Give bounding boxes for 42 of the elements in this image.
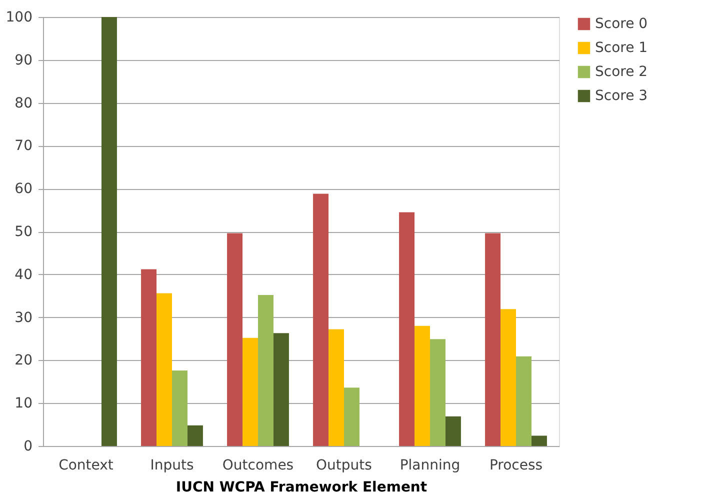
x-tick-label: Outcomes [222, 458, 294, 474]
legend-label: Score 3 [595, 88, 648, 104]
y-tick-label: 100 [6, 10, 32, 26]
bar [414, 326, 430, 446]
bar [328, 329, 344, 446]
bar [344, 388, 360, 446]
y-tick-label: 50 [14, 224, 32, 240]
y-tick-label: 30 [14, 310, 32, 326]
bar [242, 338, 258, 446]
bar [273, 333, 289, 446]
y-tick-label: 20 [14, 352, 32, 369]
bar [531, 436, 547, 446]
legend-label: Score 1 [595, 40, 648, 56]
x-tick-label: Inputs [150, 458, 194, 474]
y-tick-label: 80 [14, 95, 32, 112]
bar [187, 425, 203, 446]
bar [156, 293, 172, 446]
x-tick-label: Planning [400, 458, 460, 474]
x-tick-label: Context [58, 458, 114, 474]
bar [313, 194, 329, 446]
bar [485, 233, 501, 446]
bar [141, 269, 157, 446]
bar [399, 212, 415, 446]
x-tick-label: Outputs [316, 458, 372, 474]
y-tick-label: 40 [14, 266, 32, 283]
bar [500, 309, 516, 446]
y-tick-label: 70 [14, 138, 32, 154]
bar [101, 17, 117, 446]
bar [172, 370, 188, 446]
y-tick-label: 90 [14, 52, 32, 68]
bar [516, 356, 532, 446]
x-axis-title: IUCN WCPA Framework Element [176, 480, 428, 496]
y-tick-label: 10 [14, 396, 32, 412]
legend-label: Score 2 [595, 64, 648, 80]
bar [445, 416, 461, 446]
bar [430, 339, 446, 446]
bar [258, 294, 274, 446]
y-tick-label: 60 [14, 181, 32, 198]
x-tick-label: Process [489, 458, 543, 474]
legend-label: Score 0 [595, 16, 648, 32]
y-tick-label: 0 [24, 438, 32, 454]
bar [227, 233, 243, 446]
